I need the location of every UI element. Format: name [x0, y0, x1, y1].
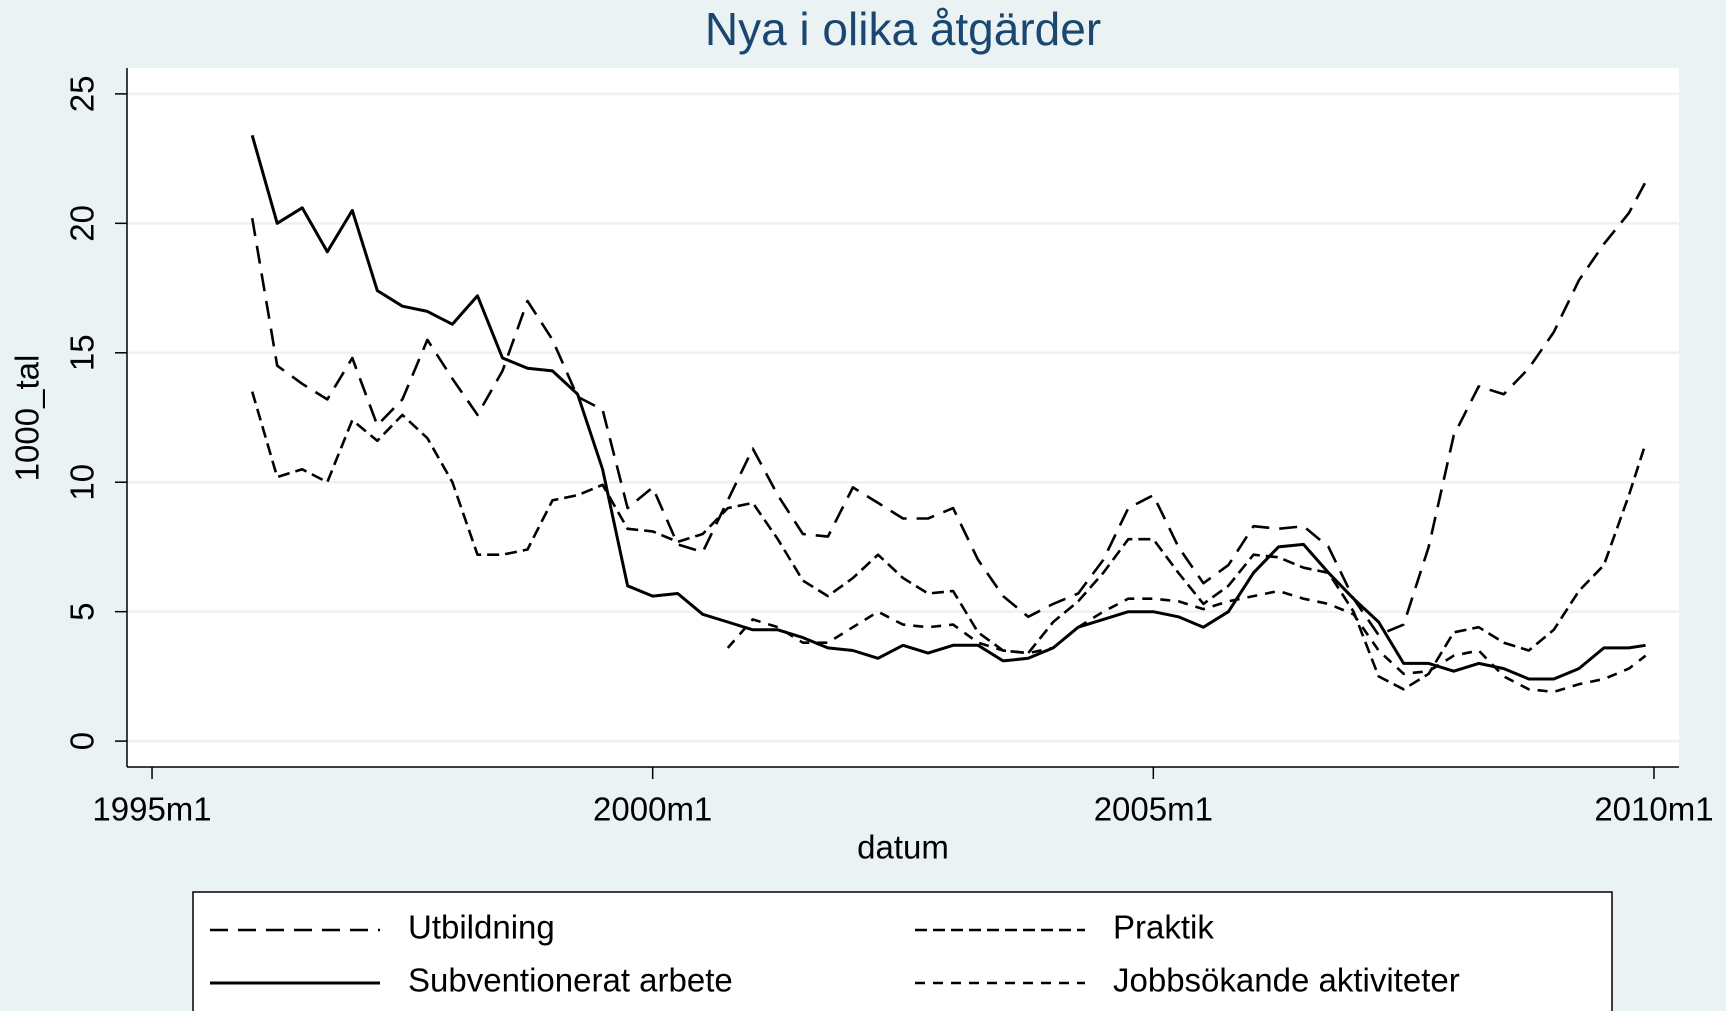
x-axis-title: datum [857, 829, 949, 866]
legend-label: Praktik [1113, 909, 1214, 946]
legend-box [192, 891, 1613, 1011]
plot-area [127, 68, 1679, 767]
y-tick-label: 25 [64, 76, 101, 113]
y-tick-label: 5 [64, 602, 101, 620]
series-line [726, 589, 1647, 694]
y-axis-title: 1000_tal [9, 355, 46, 482]
chart-title: Nya i olika åtgärder [705, 3, 1101, 55]
x-tick-label: 2000m1 [593, 791, 712, 828]
y-tick-label: 20 [64, 205, 101, 242]
x-tick-label: 1995m1 [92, 791, 211, 828]
legend-label: Utbildning [408, 909, 555, 946]
legend-label: Jobbsökande aktiviteter [1113, 962, 1460, 999]
y-tick-label: 0 [64, 732, 101, 750]
y-tick-label: 10 [64, 464, 101, 501]
y-tick-label: 15 [64, 334, 101, 371]
series-line [250, 391, 1647, 691]
series-line [250, 134, 1646, 681]
x-tick-label: 2005m1 [1094, 791, 1213, 828]
series-line [250, 181, 1647, 637]
x-tick-label: 2010m1 [1594, 791, 1713, 828]
legend-label: Subventionerat arbete [408, 962, 733, 999]
